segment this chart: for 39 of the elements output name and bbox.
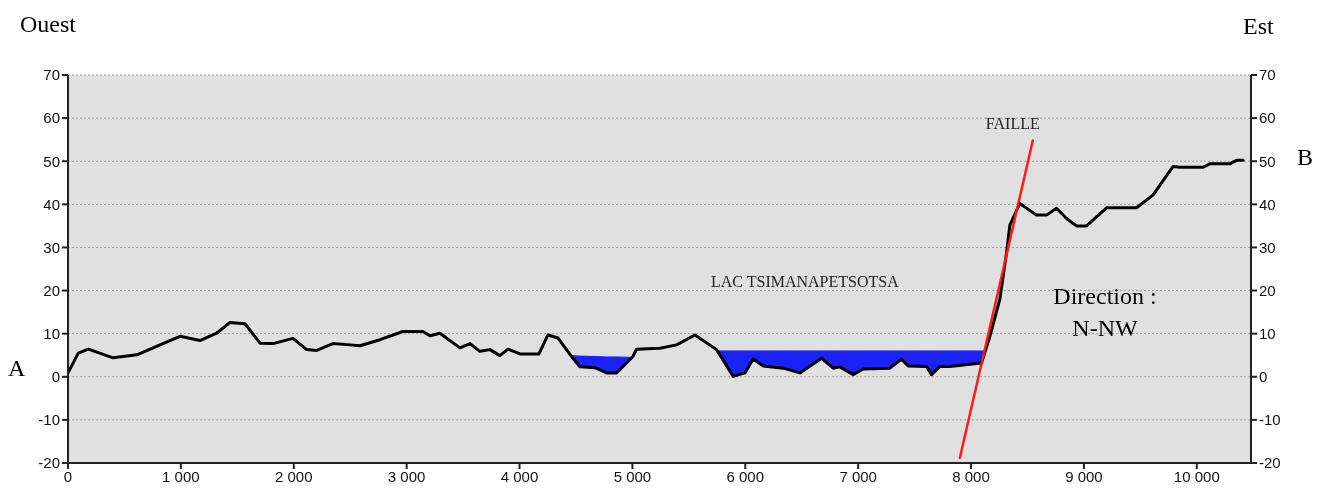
line-series — [68, 158, 1245, 378]
y2-tick-label: 70 — [1259, 66, 1276, 84]
text: B — [1297, 143, 1314, 172]
y2-tick-label: 0 — [1259, 368, 1268, 386]
y2-tick-label: 20 — [1259, 281, 1276, 299]
annotation: LAC TSIMANAPETSOTSA — [711, 272, 899, 292]
y-tick-label: -20 — [38, 454, 60, 472]
y2-tick-label: 10 — [1259, 324, 1276, 342]
y2-tick-label: 40 — [1259, 195, 1276, 213]
y-tick-label: 20 — [43, 281, 60, 299]
x-tick-label: 8 000 — [952, 467, 990, 485]
y-tick-label: 30 — [43, 238, 60, 256]
y-tick-label: -10 — [38, 411, 60, 429]
y2-tick-label: 50 — [1259, 152, 1276, 170]
x-tick-label: 9 000 — [1065, 467, 1103, 485]
y-tick-label: 0 — [51, 368, 60, 386]
x-tick-label: 3 000 — [387, 467, 426, 485]
series-label: FAILLE — [985, 114, 1040, 132]
y-tick-label: 10 — [43, 324, 60, 342]
x-tick-label: 10 000 — [1173, 467, 1220, 485]
x-tick-label: 2 000 — [274, 467, 313, 485]
y2-tick-label: -20 — [1259, 454, 1281, 472]
y2-tick-label: 60 — [1259, 109, 1276, 127]
text: Est — [1243, 12, 1274, 41]
x-tick-label: 5 000 — [613, 467, 652, 485]
x-tick-label: 4 000 — [500, 467, 539, 485]
y2-tick-label: -10 — [1259, 411, 1281, 429]
x-tick-label: 1 000 — [162, 467, 200, 485]
y-tick-label: 50 — [43, 152, 60, 170]
y-tick-label: 70 — [43, 66, 60, 84]
annotation: Direction : N-NW — [1052, 282, 1158, 343]
text: A — [8, 354, 26, 383]
y2-tick-label: 30 — [1259, 238, 1276, 256]
y-tick-label: 60 — [43, 109, 60, 127]
x-tick-label: 7 000 — [839, 467, 877, 485]
text: Ouest — [20, 10, 76, 39]
x-tick-label: 6 000 — [726, 467, 765, 485]
y-tick-label: 40 — [43, 195, 60, 213]
x-tick-label: 0 — [63, 467, 73, 485]
